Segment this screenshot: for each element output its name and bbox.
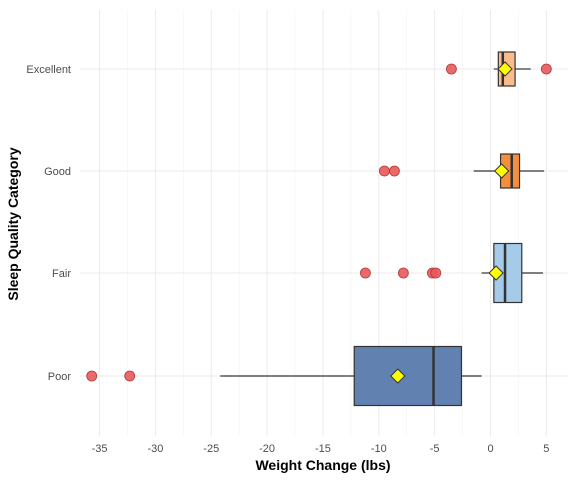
x-tick-label: -30 <box>147 443 163 455</box>
outlier-point <box>430 267 442 279</box>
outlier-point <box>86 370 98 382</box>
outlier-point <box>378 165 390 177</box>
outlier-point <box>446 63 457 75</box>
x-tick-label: -15 <box>315 443 331 455</box>
outlier-point <box>389 165 400 177</box>
mean-marker-fair <box>488 265 504 281</box>
y-tick-label: Excellent <box>26 64 71 76</box>
outlier-points <box>86 63 552 382</box>
mean-markers <box>390 61 513 384</box>
x-tick-label: 0 <box>487 443 493 455</box>
mean-marker-poor <box>390 368 406 384</box>
y-tick-label: Fair <box>52 268 71 280</box>
y-tick-labels: Poor Fair Good Excellent <box>26 64 71 383</box>
outlier-point <box>359 267 371 279</box>
mean-marker-good <box>493 163 510 179</box>
mean-marker-excellent <box>497 61 513 77</box>
y-tick-label: Good <box>44 166 71 178</box>
x-axis-title: Weight Change (lbs) <box>255 457 390 473</box>
x-tick-label: 5 <box>543 443 549 455</box>
outlier-point <box>540 63 552 75</box>
x-tick-label: -10 <box>371 443 387 455</box>
box-poor <box>353 345 463 407</box>
grid-lines <box>80 10 568 436</box>
x-tick-label: -5 <box>430 443 440 455</box>
x-tick-labels: -35 -30 -25 -20 -15 -10 -5 0 5 <box>92 443 550 455</box>
outlier-point <box>124 370 136 382</box>
y-axis-title: Sleep Quality Category <box>5 147 21 300</box>
y-tick-label: Poor <box>48 371 72 383</box>
x-tick-label: -20 <box>259 443 275 455</box>
box-series <box>220 51 545 407</box>
outlier-point <box>397 267 409 279</box>
x-tick-label: -25 <box>203 443 219 455</box>
x-tick-label: -35 <box>92 443 108 455</box>
